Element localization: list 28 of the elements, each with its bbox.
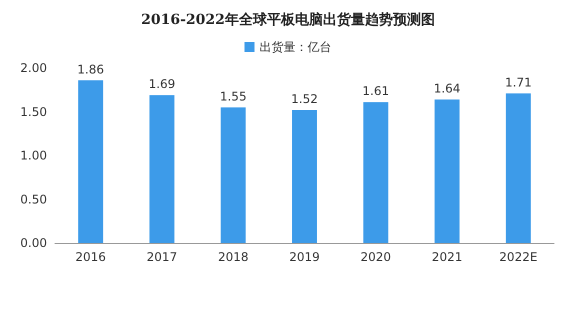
data-label: 1.55: [220, 89, 247, 104]
x-tick-label: 2022E: [499, 250, 538, 264]
x-tick-label: 2021: [432, 250, 462, 264]
legend-label: 出货量：亿台: [260, 40, 332, 54]
y-tick-label: 2.00: [20, 61, 47, 75]
bar: [78, 80, 104, 243]
y-tick-label: 1.00: [20, 148, 47, 162]
data-label: 1.52: [291, 92, 318, 106]
data-label: 1.64: [434, 82, 460, 96]
bar: [434, 100, 460, 243]
data-label: 1.61: [362, 84, 390, 98]
bar: [363, 102, 388, 243]
data-label: 1.86: [77, 62, 104, 76]
bar: [220, 107, 246, 243]
y-tick-label: 0.00: [20, 236, 47, 250]
chart-title: 2016-2022年全球平板电脑出货量趋势预测图: [141, 11, 435, 28]
x-tick-label: 2020: [360, 250, 392, 264]
x-tick-label: 2017: [146, 250, 178, 264]
x-tick-label: 2016: [75, 250, 106, 264]
bar: [292, 110, 317, 243]
y-tick-label: 0.50: [20, 192, 47, 206]
data-label: 1.71: [505, 75, 532, 90]
data-label: 1.69: [148, 77, 176, 92]
x-tick-label: 2019: [289, 250, 320, 264]
y-tick-label: 1.50: [20, 104, 47, 119]
bar: [149, 95, 174, 243]
x-tick-label: 2018: [218, 250, 248, 264]
bar: [506, 93, 531, 243]
